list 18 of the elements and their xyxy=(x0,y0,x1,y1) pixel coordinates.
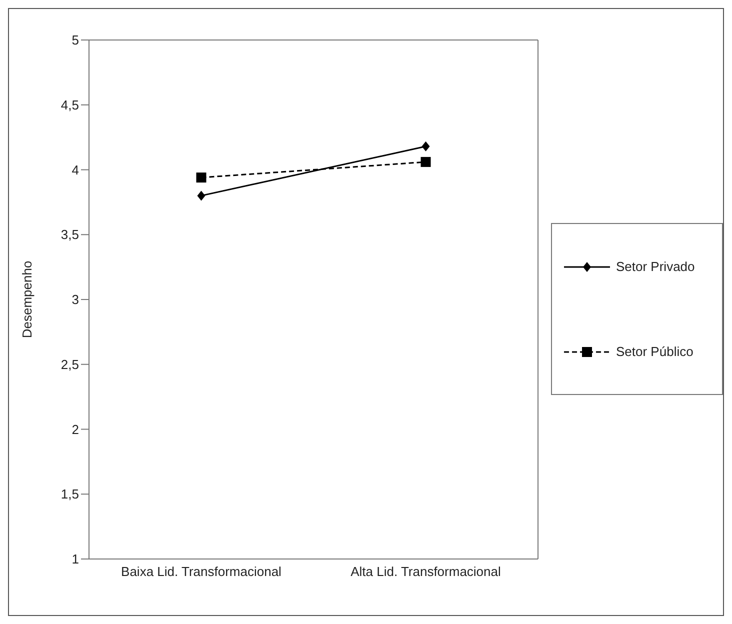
y-tick-label: 4 xyxy=(72,162,79,178)
y-axis-title: Desempenho xyxy=(20,260,35,338)
y-tick-label: 4,5 xyxy=(60,97,79,112)
y-tick-label: 2 xyxy=(72,422,79,437)
y-tick-label: 3,5 xyxy=(60,227,79,242)
legend-label: Setor Privado xyxy=(616,259,695,274)
point xyxy=(420,156,431,167)
point xyxy=(197,190,206,201)
y-tick-label: 2,5 xyxy=(60,356,79,372)
point xyxy=(196,172,206,183)
y-tick-label: 1 xyxy=(72,552,79,567)
y-tick-label: 1,5 xyxy=(60,486,79,502)
x-tick-label: Baixa Lid. Transformacional xyxy=(121,564,282,580)
legend-label: Setor Público xyxy=(616,344,694,359)
y-tick-label: 5 xyxy=(72,32,79,48)
y-tick-label: 3 xyxy=(72,292,79,308)
x-tick-label: Alta Lid. Transformacional xyxy=(350,564,502,580)
point xyxy=(422,141,430,152)
